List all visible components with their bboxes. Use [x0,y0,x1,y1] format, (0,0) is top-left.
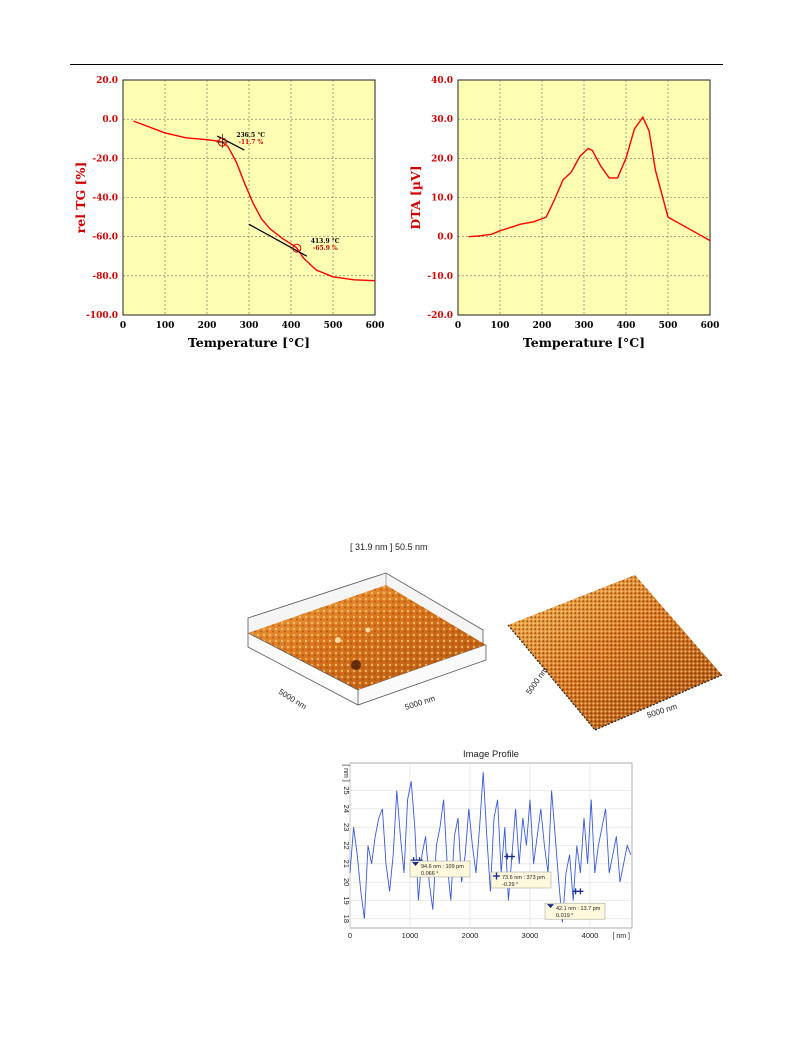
y-tick-label: 20.0 [96,76,118,86]
y-tick-label: 40.0 [431,76,453,86]
y-tick-label: -100.0 [86,311,118,321]
dta-chart: 0 100 200 300 400 500 600 40.0 30.0 20.0 10.0 0.0 -1… [408,76,720,350]
afm-left-axis-a: 5000 nm [277,687,308,711]
y-tick-label: 24 [342,805,351,813]
y-tick-label: -60.0 [92,233,118,243]
y-tick-label: 20.0 [431,154,453,164]
afm-left-image: 5000 nm 5000 nm [247,572,487,712]
marker-label-box [544,902,606,920]
profile-marker-label: 42.1 nm : 13.7 pm0.019 ° [544,902,606,920]
y-tick-label: 10.0 [431,194,453,204]
y-tick-label: -20.0 [92,154,118,164]
marker-arrow-icon [412,862,419,866]
x-axis-label: Temperature [°C] [188,335,310,350]
y-tick-label: 21 [342,860,351,868]
y-tick-label: -80.0 [92,272,118,282]
y-tick-label: 30.0 [431,115,453,125]
x-tick-label: 400 [617,321,636,331]
y-tick-label: 18 [342,915,351,923]
marker-label-box [490,871,552,889]
marker-label-box [409,860,471,878]
x-axis-label: Temperature [°C] [523,335,645,350]
afm-scale-label: [ 31.9 nm ] 50.5 nm [350,542,428,553]
x-tick-label: 3000 [522,931,539,940]
y-tick-label: 0.0 [102,115,118,125]
annotation-temp: 413.9 °C [311,238,340,245]
profile-title: Image Profile [463,749,519,760]
afm-scale-text: [ 31.9 nm ] 50.5 nm [350,542,428,552]
profile-marker-label: 94.6 nm : 109 pm0.066 ° [409,860,471,878]
y-axis-label: DTA [µV] [408,165,423,229]
x-tick-label: 0 [455,321,461,331]
image-profile-chart: Image Profile 0 1000 2000 3000 4000 [ nm ] 18 19… [342,749,633,940]
marker-label-line1: 94.6 nm : 109 pm [421,864,464,870]
profile-marker-label: 73.6 nm : 373 pm-0.29 ° [490,871,552,889]
marker-arrow-icon [547,904,554,909]
y-axis-label: rel TG [%] [73,162,88,234]
x-tick-label: 600 [701,321,720,331]
marker-label-line2: 0.066 ° [421,871,439,877]
series-line [133,120,376,282]
x-tick-label: 200 [198,321,217,331]
afm-right-axis-a: 5000 nm [524,665,549,696]
y-tick-label: 22 [342,841,351,849]
x-tick-label: 2000 [462,931,479,940]
x-tick-label: 0 [120,321,126,331]
marker-label-line2: -0.29 ° [502,882,518,888]
x-tick-label: 400 [282,321,301,331]
marker-label-line1: 73.6 nm : 373 pm [502,875,545,881]
page-top-rule [70,64,723,65]
x-tick-label: 600 [366,321,385,331]
y-tick-label: -20.0 [427,311,453,321]
y-tick-label: -10.0 [427,272,453,282]
x-tick-label: 300 [575,321,594,331]
tg-chart: 0 100 200 300 400 500 600 20.0 0.0 -20.0 -40.0 -60.… [73,76,385,350]
annotation-mass: -11.7 % [238,139,263,146]
afm-left-axis-b: 5000 nm [404,694,437,712]
marker-circle [217,137,227,147]
x-tick-label: 0 [348,931,352,940]
x-axis-label: [ nm ] [612,933,630,940]
x-tick-label: 4000 [582,931,599,940]
y-tick-label: 20 [342,878,351,886]
x-tick-label: 100 [491,321,510,331]
y-tick-label: 0.0 [437,233,453,243]
y-tick-label: 23 [342,823,351,831]
x-tick-label: 300 [240,321,259,331]
marker-circle [292,243,302,253]
x-tick-label: 200 [533,321,552,331]
x-tick-label: 500 [659,321,678,331]
x-tick-label: 100 [156,321,175,331]
x-tick-label: 1000 [402,931,419,940]
marker-label-line2: 0.019 ° [556,913,574,919]
profile-line [349,772,632,923]
x-tick-label: 500 [324,321,343,331]
marker-label-line1: 42.1 nm : 13.7 pm [556,906,601,912]
afm-right-image: 5000 nm 5000 nm [507,575,723,731]
y-axis-label: [ nm ] [342,764,349,782]
series-line [468,115,711,242]
annotation-mass: -65.9 % [313,245,338,252]
y-tick-label: -40.0 [92,194,118,204]
y-tick-label: 19 [342,896,351,904]
tangent-line [248,223,308,257]
y-tick-label: 25 [342,786,351,794]
annotation-temp: 236.5 °C [236,132,265,139]
